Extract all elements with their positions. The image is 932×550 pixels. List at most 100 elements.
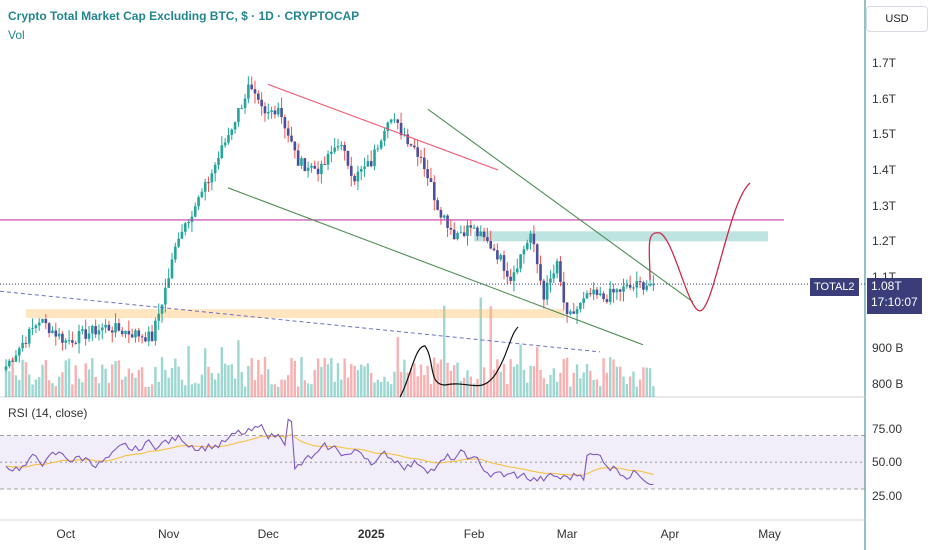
volume-bar [373,382,376,397]
candle-body [61,333,64,343]
volume-bar [51,383,54,397]
volume-bar [599,386,602,397]
candle-body [276,107,280,115]
candle-body [555,261,559,274]
candle-body [369,161,373,167]
volume-bar [340,379,343,397]
volume-bar [160,357,164,397]
candle-body [283,117,287,129]
volume-bar [585,363,589,397]
candle-body [419,156,423,158]
volume-bar [350,364,353,397]
volume-bar [310,384,313,397]
volume-bar [336,363,340,397]
time-tick-label: Feb [463,527,485,541]
volume-bar [253,380,257,397]
rsi-indicator-label[interactable]: RSI (14, close) [8,406,88,420]
volume-bar [512,366,516,397]
candle-body [333,147,336,152]
candle-body [4,366,8,370]
volume-bar [94,376,97,397]
candle-body [585,293,589,299]
candle-body [27,328,31,344]
volume-bar [280,379,283,397]
support-zone [26,309,564,319]
volume-bar [419,364,423,397]
candle-body [452,229,456,240]
candle-body [54,330,58,337]
volume-bar [592,379,595,397]
volume-bar [605,372,609,397]
candle-body [11,360,14,362]
volume-bar [180,379,184,397]
candle-body [592,289,595,295]
volume-bar [194,382,197,397]
candle-body [598,293,602,295]
candle-body [645,285,649,290]
candle-body [462,232,466,237]
plot-background [0,0,865,550]
volume-bar [313,370,316,397]
candle-body [117,323,121,331]
candle-body [466,225,469,237]
volume-bar [250,358,253,397]
candle-body [336,146,340,148]
volume-bar [409,367,413,397]
volume-bar [74,365,77,397]
rsi-tick-label: 75.00 [872,421,903,436]
volume-bar [575,364,579,397]
candle-body [432,182,436,201]
candle-body [110,330,114,333]
candle-body [223,142,227,146]
volume-bar [237,340,240,397]
volume-bar [117,360,121,397]
volume-bar [227,365,230,397]
volume-bar [167,377,170,397]
volume-bar [320,367,323,397]
candle-body [197,197,200,207]
volume-bar [14,375,18,397]
candle-body [499,255,502,260]
volume-bar [612,359,615,397]
candle-body [456,233,459,240]
candle-body [409,144,413,146]
candle-body [84,329,87,339]
volume-bar [519,344,522,397]
wedge-lower-line [227,187,644,346]
volume-bar [240,372,243,397]
time-tick-label: May [758,527,781,541]
volume-bar [134,377,137,397]
volume-bar [230,364,233,397]
volume-bar [439,359,443,397]
volume-bar [360,364,363,397]
volume-bar [204,348,207,397]
candle-body [426,169,429,179]
candle-body [482,231,486,238]
volume-bar [466,370,469,397]
currency-button[interactable]: USD [866,6,928,32]
candle-body [81,329,84,331]
candle-body [366,161,370,167]
volume-bar [257,359,260,397]
volume-bar [343,358,346,397]
candle-body [459,232,463,234]
candle-body [34,325,38,328]
volume-bar [476,378,479,397]
candle-body [97,330,101,335]
volume-bar [429,384,433,397]
price-tick-label: 1.7T [872,55,897,70]
candle-body [356,171,360,182]
volume-bar [91,358,94,397]
volume-bar [28,374,31,397]
candle-body [210,173,214,183]
volume-bar [144,386,147,397]
volume-bar [579,378,582,397]
volume-bar [18,380,21,397]
candle-body [270,110,273,113]
candle-body [376,148,380,150]
volume-bar [366,363,370,397]
candle-body [233,122,237,130]
price-candles [4,76,655,372]
candle-body [579,302,582,310]
